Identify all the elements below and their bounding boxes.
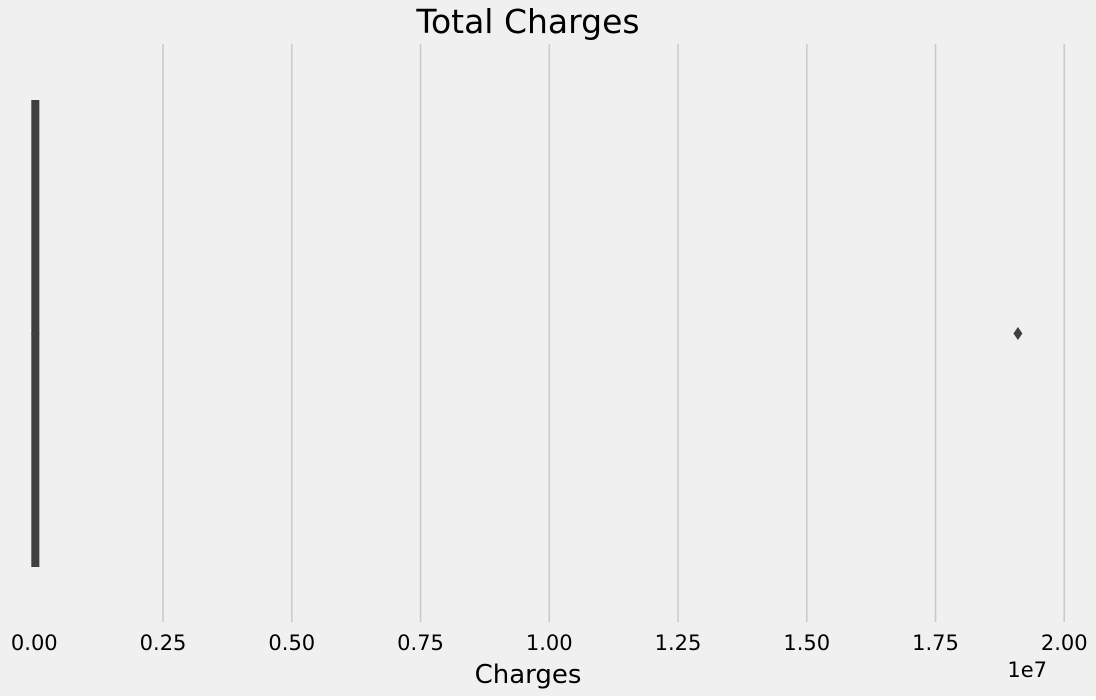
box-elements — [31, 100, 1023, 567]
x-tick-label-6: 1.50 — [783, 631, 830, 655]
x-tick-label-7: 1.75 — [912, 631, 959, 655]
gridlines — [162, 44, 1066, 622]
x-tick-label-0: 0.00 — [11, 631, 58, 655]
x-axis-label: Charges — [475, 660, 582, 690]
x-tick-label-4: 1.00 — [526, 631, 573, 655]
x-tick-labels: 0.00 0.25 0.50 0.75 1.00 1.25 1.50 1.75 2.00 — [11, 631, 1088, 655]
outlier-point-0 — [1013, 327, 1023, 340]
chart-title: Total Charges — [415, 2, 639, 41]
x-tick-label-8: 2.00 — [1041, 631, 1088, 655]
axis-offset-label: 1e7 — [1007, 658, 1047, 682]
x-tick-label-5: 1.25 — [655, 631, 702, 655]
x-tick-label-1: 0.25 — [140, 631, 187, 655]
x-tick-label-2: 0.50 — [268, 631, 315, 655]
x-tick-label-3: 0.75 — [397, 631, 444, 655]
